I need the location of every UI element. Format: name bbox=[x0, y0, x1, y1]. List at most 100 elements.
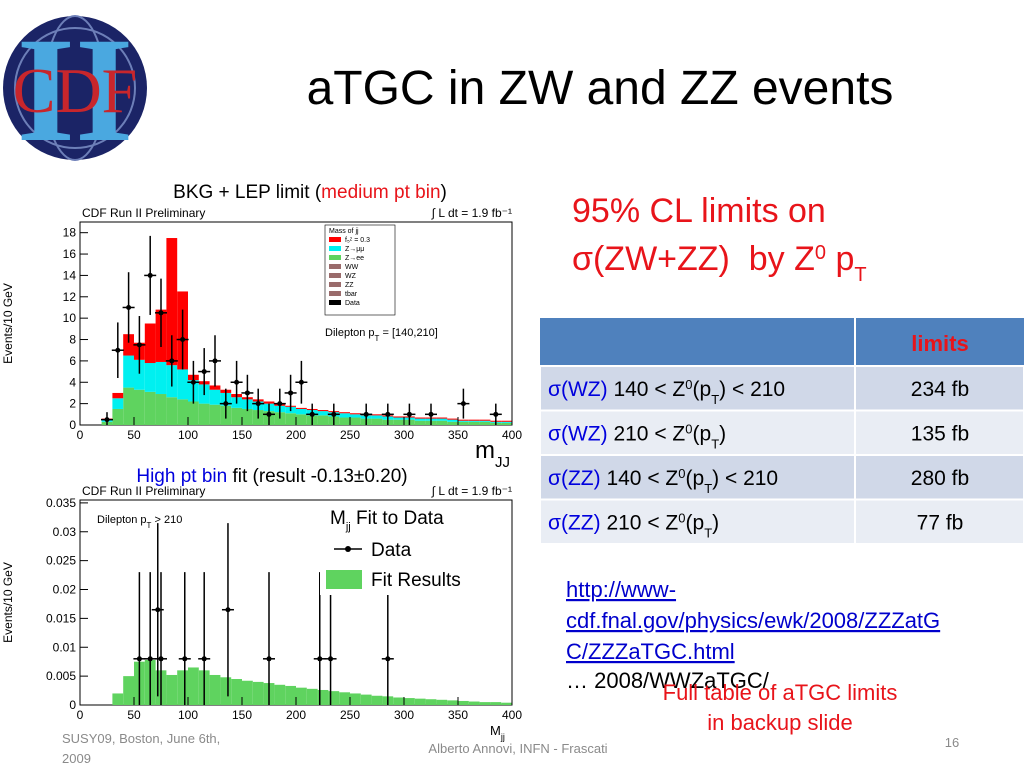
text-part: M bbox=[490, 723, 501, 738]
histogram-bar bbox=[436, 418, 448, 421]
histogram-bar bbox=[501, 420, 512, 422]
histogram-bar bbox=[414, 417, 426, 419]
histogram-bar bbox=[436, 417, 448, 419]
histogram-bar bbox=[350, 693, 361, 705]
process: σ(WZ) bbox=[548, 378, 608, 401]
y-tick-label: 18 bbox=[63, 226, 77, 240]
legend-swatch bbox=[329, 255, 341, 260]
data-point bbox=[136, 342, 142, 348]
x-tick-label: 350 bbox=[448, 428, 468, 442]
histogram-bar bbox=[134, 389, 145, 425]
text-part: Dilepton p bbox=[97, 514, 147, 526]
histogram-bar bbox=[177, 399, 188, 425]
histogram-bar bbox=[414, 698, 426, 705]
histogram-bar bbox=[360, 694, 372, 705]
text-part: (p bbox=[686, 512, 705, 535]
data-point bbox=[328, 656, 334, 662]
histogram-bar bbox=[112, 392, 124, 399]
legend-swatch bbox=[329, 300, 341, 305]
legend-label: WW bbox=[345, 264, 359, 271]
histogram-bar bbox=[306, 688, 318, 705]
histogram-bar bbox=[328, 691, 340, 705]
histogram-bar bbox=[166, 397, 178, 425]
footer-text: 2009 bbox=[62, 751, 91, 766]
plot-annotation: Dilepton pT > 210 bbox=[97, 514, 182, 530]
legend-swatch bbox=[329, 282, 341, 287]
link[interactable]: http://www- bbox=[566, 577, 676, 602]
data-point bbox=[201, 369, 207, 375]
y-tick-label: 4 bbox=[69, 375, 76, 389]
process: σ(WZ) bbox=[548, 423, 608, 446]
histogram-bar bbox=[479, 420, 491, 422]
legend-label: tbar bbox=[345, 291, 358, 298]
data-point bbox=[225, 607, 231, 613]
histogram-bar bbox=[393, 417, 404, 420]
text-part: Fit to Data bbox=[351, 508, 444, 529]
x-tick-label: 150 bbox=[232, 708, 252, 722]
text-part: JJ bbox=[495, 454, 510, 471]
text-part: jj bbox=[500, 732, 505, 742]
data-point bbox=[317, 656, 323, 662]
histogram-bar bbox=[296, 414, 307, 425]
footer-text: Alberto Annovi, INFN - Frascati bbox=[428, 741, 607, 756]
text-part: 0 bbox=[678, 466, 685, 481]
histogram-bar bbox=[458, 420, 469, 422]
histogram-bar bbox=[166, 674, 178, 705]
data-point bbox=[182, 656, 188, 662]
data-point bbox=[363, 411, 369, 417]
histogram-bar bbox=[209, 389, 221, 405]
legend-label: WZ bbox=[345, 273, 357, 280]
data-point bbox=[158, 310, 164, 316]
y-tick-label: 0 bbox=[69, 418, 76, 432]
text-part: T bbox=[711, 436, 719, 451]
text-part: ) bbox=[441, 182, 447, 203]
histogram-bar bbox=[501, 702, 512, 705]
histogram-bar bbox=[263, 401, 275, 404]
y-tick-label: 0.015 bbox=[46, 611, 76, 625]
data-point bbox=[223, 401, 229, 407]
logo-ring bbox=[44, 15, 106, 161]
text-part: T bbox=[704, 481, 712, 496]
x-tick-label: 200 bbox=[286, 708, 306, 722]
histogram-bar bbox=[436, 420, 448, 425]
table-row bbox=[539, 409, 1024, 456]
y-axis-label: Events/10 GeV bbox=[1, 562, 15, 643]
histogram-bar bbox=[447, 418, 458, 420]
plot-label: CDF Run II Preliminary bbox=[82, 484, 205, 498]
histogram-bar bbox=[285, 685, 296, 705]
legend-swatch bbox=[329, 273, 341, 278]
table-cell: σ(WZ) 210 < Z0(pT) bbox=[548, 421, 726, 451]
text-part: ) < 210 bbox=[719, 378, 785, 401]
data-point bbox=[428, 411, 434, 417]
histogram-bar bbox=[350, 413, 361, 415]
histogram-bar bbox=[112, 408, 124, 425]
histogram-bar bbox=[220, 677, 232, 705]
plot-luminosity: ∫ L dt = 1.9 fb⁻¹ bbox=[431, 484, 512, 498]
histogram-bar bbox=[479, 421, 491, 425]
data-point bbox=[385, 656, 391, 662]
histogram-bar bbox=[144, 323, 156, 364]
link[interactable]: cdf.fnal.gov/physics/ewk/2008/ZZZatG bbox=[566, 608, 940, 633]
link[interactable]: C/ZZZaTGC.html bbox=[566, 639, 735, 664]
table-cell: 77 fb bbox=[917, 512, 964, 535]
histogram-bar bbox=[414, 418, 426, 421]
text-part: 0 bbox=[685, 377, 692, 392]
histogram-bar bbox=[447, 421, 458, 425]
legend-marker bbox=[345, 546, 351, 552]
x-tick-label: 250 bbox=[340, 708, 360, 722]
histogram-bar bbox=[468, 419, 480, 421]
y-tick-label: 0.03 bbox=[53, 525, 77, 539]
data-point bbox=[406, 411, 412, 417]
data-point bbox=[155, 607, 161, 613]
histogram-bar bbox=[393, 697, 404, 705]
y-tick-label: 6 bbox=[69, 354, 76, 368]
histogram-bar bbox=[166, 238, 178, 366]
backup-note: in backup slide bbox=[707, 710, 853, 735]
histogram-bar bbox=[458, 421, 469, 425]
table-cell: σ(ZZ) 210 < Z0(pT) bbox=[548, 510, 719, 540]
text-part: 0 bbox=[815, 242, 826, 264]
text-part: BKG + LEP limit ( bbox=[173, 182, 322, 203]
histogram-bar bbox=[447, 700, 458, 705]
histogram-bar bbox=[458, 419, 469, 421]
data-point bbox=[309, 411, 315, 417]
